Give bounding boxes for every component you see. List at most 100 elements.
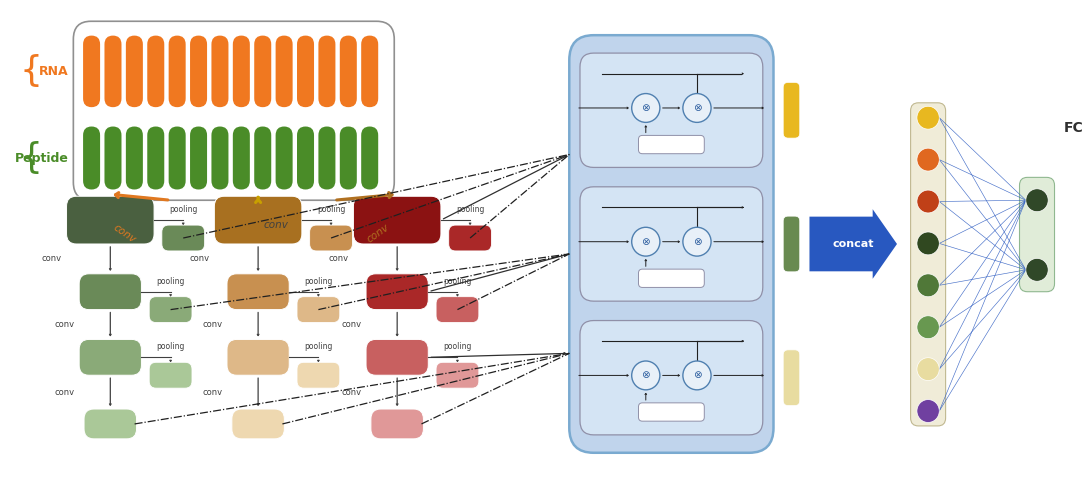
Text: conv: conv	[190, 254, 209, 263]
Circle shape	[917, 358, 940, 381]
FancyBboxPatch shape	[162, 225, 205, 251]
FancyBboxPatch shape	[297, 297, 339, 322]
Text: conv: conv	[202, 388, 222, 397]
FancyBboxPatch shape	[79, 339, 141, 375]
FancyBboxPatch shape	[126, 36, 143, 107]
Circle shape	[632, 94, 660, 122]
Text: ⊗: ⊗	[642, 237, 650, 247]
FancyBboxPatch shape	[569, 35, 774, 453]
FancyBboxPatch shape	[233, 36, 249, 107]
FancyBboxPatch shape	[784, 350, 800, 405]
FancyArrow shape	[810, 209, 896, 279]
Text: conv: conv	[341, 320, 361, 329]
Text: conv: conv	[263, 220, 288, 230]
FancyBboxPatch shape	[436, 362, 479, 388]
Circle shape	[917, 190, 940, 213]
FancyBboxPatch shape	[169, 36, 185, 107]
Circle shape	[917, 274, 940, 297]
FancyBboxPatch shape	[255, 126, 271, 189]
Circle shape	[632, 228, 660, 256]
FancyBboxPatch shape	[319, 36, 335, 107]
FancyBboxPatch shape	[126, 126, 143, 189]
FancyBboxPatch shape	[911, 103, 945, 426]
FancyBboxPatch shape	[215, 196, 301, 244]
Text: pooling: pooling	[305, 277, 333, 286]
FancyBboxPatch shape	[233, 126, 249, 189]
FancyBboxPatch shape	[784, 216, 800, 272]
FancyBboxPatch shape	[638, 269, 705, 287]
Text: RNA: RNA	[39, 65, 68, 78]
Circle shape	[917, 106, 940, 129]
Text: pooling: pooling	[305, 342, 333, 351]
FancyBboxPatch shape	[339, 36, 357, 107]
FancyBboxPatch shape	[580, 321, 763, 435]
FancyBboxPatch shape	[580, 53, 763, 167]
FancyBboxPatch shape	[85, 409, 137, 439]
Circle shape	[1025, 258, 1048, 281]
Text: conv: conv	[328, 254, 349, 263]
FancyBboxPatch shape	[449, 225, 491, 251]
FancyBboxPatch shape	[211, 36, 229, 107]
FancyBboxPatch shape	[353, 196, 441, 244]
FancyBboxPatch shape	[297, 36, 314, 107]
FancyBboxPatch shape	[79, 274, 141, 309]
FancyBboxPatch shape	[638, 403, 705, 421]
Circle shape	[917, 148, 940, 171]
Text: concat: concat	[833, 239, 874, 249]
FancyBboxPatch shape	[150, 297, 192, 322]
FancyBboxPatch shape	[297, 362, 339, 388]
Text: {: {	[20, 54, 42, 88]
FancyBboxPatch shape	[227, 339, 289, 375]
Circle shape	[1025, 189, 1048, 212]
FancyBboxPatch shape	[638, 135, 705, 154]
Text: FC: FC	[1064, 120, 1084, 134]
Text: ⊗: ⊗	[693, 371, 701, 380]
FancyBboxPatch shape	[255, 36, 271, 107]
Text: conv: conv	[202, 320, 222, 329]
FancyBboxPatch shape	[319, 126, 335, 189]
FancyBboxPatch shape	[361, 126, 378, 189]
FancyBboxPatch shape	[150, 362, 192, 388]
FancyBboxPatch shape	[275, 36, 293, 107]
Text: conv: conv	[41, 254, 62, 263]
FancyBboxPatch shape	[297, 126, 314, 189]
FancyBboxPatch shape	[371, 409, 424, 439]
Text: {: {	[20, 141, 42, 175]
FancyBboxPatch shape	[361, 36, 378, 107]
FancyBboxPatch shape	[436, 297, 479, 322]
FancyBboxPatch shape	[83, 36, 100, 107]
FancyBboxPatch shape	[339, 126, 357, 189]
FancyBboxPatch shape	[580, 187, 763, 301]
FancyBboxPatch shape	[147, 126, 165, 189]
Circle shape	[683, 228, 711, 256]
Text: ⊗: ⊗	[642, 103, 650, 113]
Text: ⊗: ⊗	[693, 237, 701, 247]
FancyBboxPatch shape	[366, 339, 428, 375]
Text: Peptide: Peptide	[14, 151, 68, 164]
FancyBboxPatch shape	[211, 126, 229, 189]
Text: conv: conv	[341, 388, 361, 397]
Text: ⊗: ⊗	[693, 103, 701, 113]
Text: pooling: pooling	[169, 205, 197, 214]
Text: pooling: pooling	[317, 205, 345, 214]
FancyBboxPatch shape	[1020, 177, 1055, 292]
Text: conv: conv	[112, 222, 138, 244]
FancyBboxPatch shape	[147, 36, 165, 107]
Circle shape	[917, 400, 940, 422]
Circle shape	[632, 361, 660, 390]
FancyBboxPatch shape	[275, 126, 293, 189]
Circle shape	[917, 316, 940, 339]
Circle shape	[917, 232, 940, 255]
Text: pooling: pooling	[156, 342, 184, 351]
Text: conv: conv	[364, 222, 390, 244]
Text: ⊗: ⊗	[642, 371, 650, 380]
Text: conv: conv	[54, 320, 75, 329]
Text: pooling: pooling	[443, 277, 472, 286]
FancyBboxPatch shape	[310, 225, 352, 251]
FancyBboxPatch shape	[104, 126, 121, 189]
FancyBboxPatch shape	[74, 21, 395, 200]
FancyBboxPatch shape	[232, 409, 284, 439]
FancyBboxPatch shape	[784, 82, 800, 138]
FancyBboxPatch shape	[190, 126, 207, 189]
Text: pooling: pooling	[443, 342, 472, 351]
